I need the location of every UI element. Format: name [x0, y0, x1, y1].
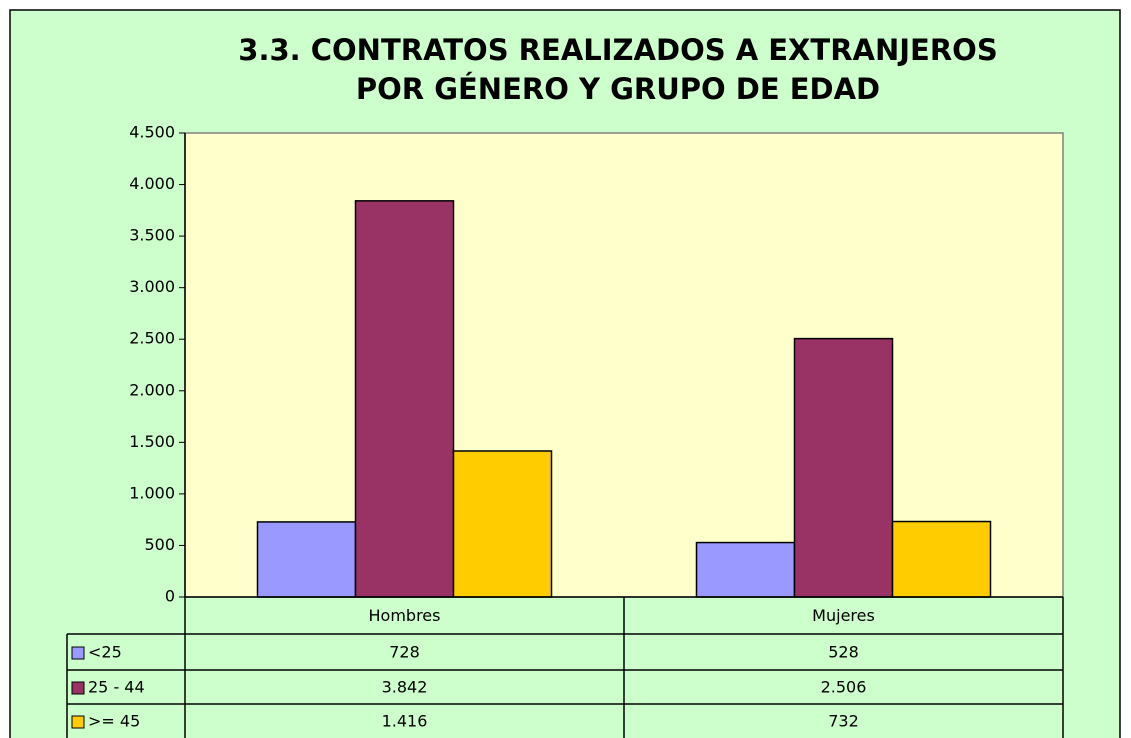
y-tick-label: 4.000 [129, 174, 175, 193]
y-tick-label: 1.000 [129, 483, 175, 502]
chart-title: 3.3. CONTRATOS REALIZADOS A EXTRANJEROS [238, 33, 997, 67]
table-value: 728 [389, 643, 420, 662]
table-value: 1.416 [382, 712, 428, 731]
y-tick-label: 1.500 [129, 432, 175, 451]
table-value: 3.842 [382, 678, 428, 697]
legend-label: 25 - 44 [88, 678, 145, 697]
bar [256, 521, 357, 598]
y-tick-label: 500 [144, 535, 175, 554]
legend-swatch [71, 681, 85, 695]
y-tick-label: 2.500 [129, 329, 175, 348]
legend-label: >= 45 [88, 712, 140, 731]
bar [695, 541, 796, 598]
x-tick-label: Hombres [369, 606, 441, 625]
legend-label: <25 [88, 643, 122, 662]
chart-title: POR GÉNERO Y GRUPO DE EDAD [356, 72, 880, 106]
bar [891, 520, 992, 598]
legend-swatch [71, 715, 85, 729]
bar [793, 337, 894, 598]
plot-area [184, 132, 1064, 598]
table-value: 2.506 [821, 678, 867, 697]
bar [452, 450, 553, 598]
table-value: 528 [828, 643, 859, 662]
y-tick-label: 0 [165, 587, 175, 606]
y-tick-label: 3.000 [129, 277, 175, 296]
table-value: 732 [828, 712, 859, 731]
y-tick-label: 2.000 [129, 380, 175, 399]
legend-swatch [71, 646, 85, 660]
x-tick-label: Mujeres [812, 606, 875, 625]
y-tick-label: 4.500 [129, 123, 175, 142]
y-tick-label: 3.500 [129, 226, 175, 245]
bar [354, 200, 455, 598]
